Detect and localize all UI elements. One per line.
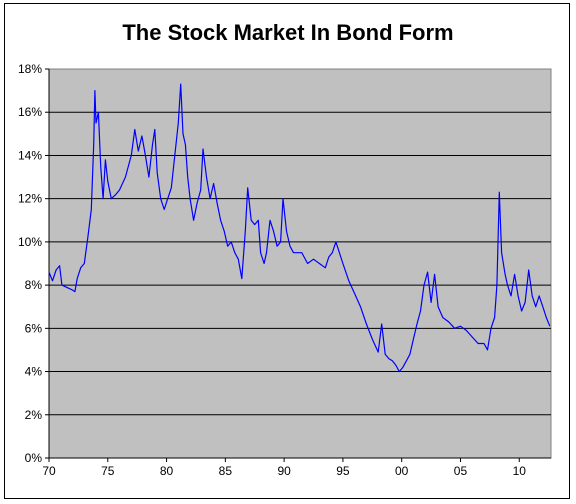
x-tick-label: 95 bbox=[336, 464, 350, 478]
x-tick-label: 05 bbox=[454, 464, 468, 478]
x-tick-label: 75 bbox=[101, 464, 115, 478]
y-tick-label: 10% bbox=[18, 235, 42, 249]
x-tick-label: 10 bbox=[513, 464, 527, 478]
x-tick-label: 90 bbox=[277, 464, 291, 478]
y-tick-label: 0% bbox=[25, 451, 43, 465]
y-tick-label: 18% bbox=[18, 62, 42, 76]
x-tick-label: 00 bbox=[395, 464, 409, 478]
y-tick-label: 8% bbox=[25, 278, 43, 292]
y-tick-label: 14% bbox=[18, 148, 42, 162]
y-tick-label: 4% bbox=[25, 365, 43, 379]
series-line bbox=[48, 83, 551, 373]
chart-title: The Stock Market In Bond Form bbox=[122, 20, 454, 45]
x-tick-label: 70 bbox=[42, 464, 56, 478]
y-tick-label: 16% bbox=[18, 105, 42, 119]
y-tick-label: 12% bbox=[18, 192, 42, 206]
plot-area bbox=[48, 68, 552, 459]
x-tick-label: 85 bbox=[219, 464, 233, 478]
x-tick-label: 80 bbox=[160, 464, 174, 478]
y-tick-label: 2% bbox=[25, 408, 43, 422]
y-tick-label: 6% bbox=[25, 321, 43, 335]
